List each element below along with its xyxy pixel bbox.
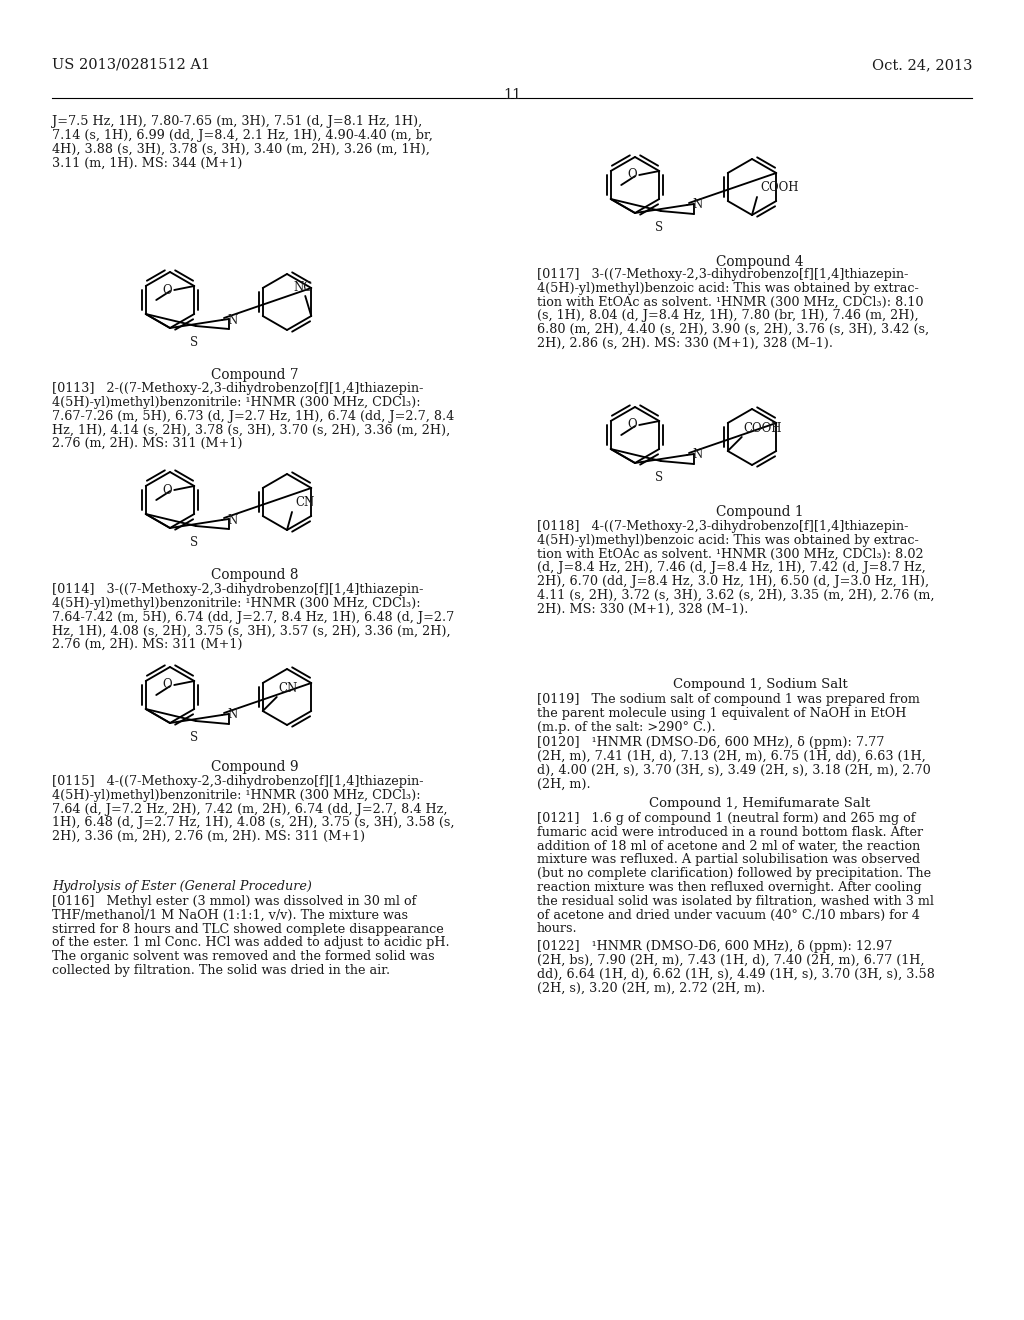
Text: hours.: hours.: [537, 923, 578, 936]
Text: of the ester. 1 ml Conc. HCl was added to adjust to acidic pH.: of the ester. 1 ml Conc. HCl was added t…: [52, 936, 450, 949]
Text: Oct. 24, 2013: Oct. 24, 2013: [871, 58, 972, 73]
Text: 2H), 3.36 (m, 2H), 2.76 (m, 2H). MS: 311 (M+1): 2H), 3.36 (m, 2H), 2.76 (m, 2H). MS: 311…: [52, 830, 366, 843]
Text: Compound 1, Sodium Salt: Compound 1, Sodium Salt: [673, 678, 848, 690]
Text: US 2013/0281512 A1: US 2013/0281512 A1: [52, 58, 210, 73]
Text: dd), 6.64 (1H, d), 6.62 (1H, s), 4.49 (1H, s), 3.70 (3H, s), 3.58: dd), 6.64 (1H, d), 6.62 (1H, s), 4.49 (1…: [537, 968, 935, 981]
Text: 2H). MS: 330 (M+1), 328 (M–1).: 2H). MS: 330 (M+1), 328 (M–1).: [537, 603, 749, 616]
Text: (2H, bs), 7.90 (2H, m), 7.43 (1H, d), 7.40 (2H, m), 6.77 (1H,: (2H, bs), 7.90 (2H, m), 7.43 (1H, d), 7.…: [537, 954, 925, 966]
Text: S: S: [654, 471, 663, 484]
Text: S: S: [654, 220, 663, 234]
Text: 4(5H)-yl)methyl)benzoic acid: This was obtained by extrac-: 4(5H)-yl)methyl)benzoic acid: This was o…: [537, 281, 919, 294]
Text: S: S: [189, 337, 198, 348]
Text: S: S: [189, 536, 198, 549]
Text: N: N: [227, 709, 238, 722]
Text: 4H), 3.88 (s, 3H), 3.78 (s, 3H), 3.40 (m, 2H), 3.26 (m, 1H),: 4H), 3.88 (s, 3H), 3.78 (s, 3H), 3.40 (m…: [52, 143, 430, 156]
Text: Hz, 1H), 4.14 (s, 2H), 3.78 (s, 3H), 3.70 (s, 2H), 3.36 (m, 2H),: Hz, 1H), 4.14 (s, 2H), 3.78 (s, 3H), 3.7…: [52, 424, 451, 437]
Text: 4.11 (s, 2H), 3.72 (s, 3H), 3.62 (s, 2H), 3.35 (m, 2H), 2.76 (m,: 4.11 (s, 2H), 3.72 (s, 3H), 3.62 (s, 2H)…: [537, 589, 935, 602]
Text: (s, 1H), 8.04 (d, J=8.4 Hz, 1H), 7.80 (br, 1H), 7.46 (m, 2H),: (s, 1H), 8.04 (d, J=8.4 Hz, 1H), 7.80 (b…: [537, 309, 919, 322]
Text: 7.64-7.42 (m, 5H), 6.74 (dd, J=2.7, 8.4 Hz, 1H), 6.48 (d, J=2.7: 7.64-7.42 (m, 5H), 6.74 (dd, J=2.7, 8.4 …: [52, 611, 455, 623]
Text: CN: CN: [279, 682, 298, 696]
Text: Hz, 1H), 4.08 (s, 2H), 3.75 (s, 3H), 3.57 (s, 2H), 3.36 (m, 2H),: Hz, 1H), 4.08 (s, 2H), 3.75 (s, 3H), 3.5…: [52, 624, 451, 638]
Text: 11: 11: [503, 88, 521, 102]
Text: [0122]   ¹HNMR (DMSO-D6, 600 MHz), δ (ppm): 12.97: [0122] ¹HNMR (DMSO-D6, 600 MHz), δ (ppm)…: [537, 940, 892, 953]
Text: Compound 4: Compound 4: [716, 255, 804, 269]
Text: Compound 1: Compound 1: [716, 506, 804, 519]
Text: (d, J=8.4 Hz, 2H), 7.46 (d, J=8.4 Hz, 1H), 7.42 (d, J=8.7 Hz,: (d, J=8.4 Hz, 2H), 7.46 (d, J=8.4 Hz, 1H…: [537, 561, 926, 574]
Text: O: O: [163, 678, 172, 692]
Text: O: O: [163, 483, 172, 496]
Text: tion with EtOAc as solvent. ¹HNMR (300 MHz, CDCl₃): 8.10: tion with EtOAc as solvent. ¹HNMR (300 M…: [537, 296, 924, 309]
Text: (m.p. of the salt: >290° C.).: (m.p. of the salt: >290° C.).: [537, 721, 716, 734]
Text: COOH: COOH: [760, 181, 799, 194]
Text: 7.14 (s, 1H), 6.99 (dd, J=8.4, 2.1 Hz, 1H), 4.90-4.40 (m, br,: 7.14 (s, 1H), 6.99 (dd, J=8.4, 2.1 Hz, 1…: [52, 129, 433, 141]
Text: Hydrolysis of Ester (General Procedure): Hydrolysis of Ester (General Procedure): [52, 880, 312, 894]
Text: NC: NC: [294, 281, 313, 294]
Text: [0118]   4-((7-Methoxy-2,3-dihydrobenzo[f][1,4]thiazepin-: [0118] 4-((7-Methoxy-2,3-dihydrobenzo[f]…: [537, 520, 908, 533]
Text: [0119]   The sodium salt of compound 1 was prepared from: [0119] The sodium salt of compound 1 was…: [537, 693, 920, 706]
Text: 2H), 6.70 (dd, J=8.4 Hz, 3.0 Hz, 1H), 6.50 (d, J=3.0 Hz, 1H),: 2H), 6.70 (dd, J=8.4 Hz, 3.0 Hz, 1H), 6.…: [537, 576, 929, 589]
Text: O: O: [628, 418, 637, 432]
Text: 4(5H)-yl)methyl)benzonitrile: ¹HNMR (300 MHz, CDCl₃):: 4(5H)-yl)methyl)benzonitrile: ¹HNMR (300…: [52, 396, 421, 409]
Text: (2H, m).: (2H, m).: [537, 777, 591, 791]
Text: N: N: [227, 314, 238, 326]
Text: 2.76 (m, 2H). MS: 311 (M+1): 2.76 (m, 2H). MS: 311 (M+1): [52, 638, 243, 651]
Text: 3.11 (m, 1H). MS: 344 (M+1): 3.11 (m, 1H). MS: 344 (M+1): [52, 156, 243, 169]
Text: fumaric acid were introduced in a round bottom flask. After: fumaric acid were introduced in a round …: [537, 826, 923, 838]
Text: 4(5H)-yl)methyl)benzonitrile: ¹HNMR (300 MHz, CDCl₃):: 4(5H)-yl)methyl)benzonitrile: ¹HNMR (300…: [52, 789, 421, 801]
Text: 4(5H)-yl)methyl)benzoic acid: This was obtained by extrac-: 4(5H)-yl)methyl)benzoic acid: This was o…: [537, 533, 919, 546]
Text: 1H), 6.48 (d, J=2.7 Hz, 1H), 4.08 (s, 2H), 3.75 (s, 3H), 3.58 (s,: 1H), 6.48 (d, J=2.7 Hz, 1H), 4.08 (s, 2H…: [52, 816, 455, 829]
Text: (2H, s), 3.20 (2H, m), 2.72 (2H, m).: (2H, s), 3.20 (2H, m), 2.72 (2H, m).: [537, 981, 765, 994]
Text: [0114]   3-((7-Methoxy-2,3-dihydrobenzo[f][1,4]thiazepin-: [0114] 3-((7-Methoxy-2,3-dihydrobenzo[f]…: [52, 583, 423, 597]
Text: 2H), 2.86 (s, 2H). MS: 330 (M+1), 328 (M–1).: 2H), 2.86 (s, 2H). MS: 330 (M+1), 328 (M…: [537, 337, 833, 350]
Text: collected by filtration. The solid was dried in the air.: collected by filtration. The solid was d…: [52, 964, 390, 977]
Text: Compound 8: Compound 8: [211, 568, 299, 582]
Text: [0116]   Methyl ester (3 mmol) was dissolved in 30 ml of: [0116] Methyl ester (3 mmol) was dissolv…: [52, 895, 417, 908]
Text: of acetone and dried under vacuum (40° C./10 mbars) for 4: of acetone and dried under vacuum (40° C…: [537, 908, 920, 921]
Text: 7.64 (d, J=7.2 Hz, 2H), 7.42 (m, 2H), 6.74 (dd, J=2.7, 8.4 Hz,: 7.64 (d, J=7.2 Hz, 2H), 7.42 (m, 2H), 6.…: [52, 803, 447, 816]
Text: J=7.5 Hz, 1H), 7.80-7.65 (m, 3H), 7.51 (d, J=8.1 Hz, 1H),: J=7.5 Hz, 1H), 7.80-7.65 (m, 3H), 7.51 (…: [52, 115, 422, 128]
Text: 2.76 (m, 2H). MS: 311 (M+1): 2.76 (m, 2H). MS: 311 (M+1): [52, 437, 243, 450]
Text: S: S: [189, 731, 198, 744]
Text: [0117]   3-((7-Methoxy-2,3-dihydrobenzo[f][1,4]thiazepin-: [0117] 3-((7-Methoxy-2,3-dihydrobenzo[f]…: [537, 268, 908, 281]
Text: [0121]   1.6 g of compound 1 (neutral form) and 265 mg of: [0121] 1.6 g of compound 1 (neutral form…: [537, 812, 915, 825]
Text: addition of 18 ml of acetone and 2 ml of water, the reaction: addition of 18 ml of acetone and 2 ml of…: [537, 840, 921, 853]
Text: 4(5H)-yl)methyl)benzonitrile: ¹HNMR (300 MHz, CDCl₃):: 4(5H)-yl)methyl)benzonitrile: ¹HNMR (300…: [52, 597, 421, 610]
Text: Compound 9: Compound 9: [211, 760, 299, 774]
Text: N: N: [692, 449, 702, 462]
Text: (2H, m), 7.41 (1H, d), 7.13 (2H, m), 6.75 (1H, dd), 6.63 (1H,: (2H, m), 7.41 (1H, d), 7.13 (2H, m), 6.7…: [537, 750, 926, 763]
Text: stirred for 8 hours and TLC showed complete disappearance: stirred for 8 hours and TLC showed compl…: [52, 923, 443, 936]
Text: THF/methanol/1 M NaOH (1:1:1, v/v). The mixture was: THF/methanol/1 M NaOH (1:1:1, v/v). The …: [52, 908, 408, 921]
Text: CN: CN: [295, 496, 314, 510]
Text: (but no complete clarification) followed by precipitation. The: (but no complete clarification) followed…: [537, 867, 931, 880]
Text: the parent molecule using 1 equivalent of NaOH in EtOH: the parent molecule using 1 equivalent o…: [537, 706, 906, 719]
Text: 7.67-7.26 (m, 5H), 6.73 (d, J=2.7 Hz, 1H), 6.74 (dd, J=2.7, 8.4: 7.67-7.26 (m, 5H), 6.73 (d, J=2.7 Hz, 1H…: [52, 409, 455, 422]
Text: d), 4.00 (2H, s), 3.70 (3H, s), 3.49 (2H, s), 3.18 (2H, m), 2.70: d), 4.00 (2H, s), 3.70 (3H, s), 3.49 (2H…: [537, 763, 931, 776]
Text: tion with EtOAc as solvent. ¹HNMR (300 MHz, CDCl₃): 8.02: tion with EtOAc as solvent. ¹HNMR (300 M…: [537, 548, 924, 561]
Text: mixture was refluxed. A partial solubilisation was observed: mixture was refluxed. A partial solubili…: [537, 854, 921, 866]
Text: 6.80 (m, 2H), 4.40 (s, 2H), 3.90 (s, 2H), 3.76 (s, 3H), 3.42 (s,: 6.80 (m, 2H), 4.40 (s, 2H), 3.90 (s, 2H)…: [537, 323, 929, 337]
Text: [0113]   2-((7-Methoxy-2,3-dihydrobenzo[f][1,4]thiazepin-: [0113] 2-((7-Methoxy-2,3-dihydrobenzo[f]…: [52, 381, 423, 395]
Text: Compound 1, Hemifumarate Salt: Compound 1, Hemifumarate Salt: [649, 797, 870, 810]
Text: N: N: [227, 513, 238, 527]
Text: [0115]   4-((7-Methoxy-2,3-dihydrobenzo[f][1,4]thiazepin-: [0115] 4-((7-Methoxy-2,3-dihydrobenzo[f]…: [52, 775, 424, 788]
Text: reaction mixture was then refluxed overnight. After cooling: reaction mixture was then refluxed overn…: [537, 880, 922, 894]
Text: [0120]   ¹HNMR (DMSO-D6, 600 MHz), δ (ppm): 7.77: [0120] ¹HNMR (DMSO-D6, 600 MHz), δ (ppm)…: [537, 737, 885, 748]
Text: Compound 7: Compound 7: [211, 368, 299, 381]
Text: N: N: [692, 198, 702, 211]
Text: The organic solvent was removed and the formed solid was: The organic solvent was removed and the …: [52, 950, 434, 964]
Text: the residual solid was isolated by filtration, washed with 3 ml: the residual solid was isolated by filtr…: [537, 895, 934, 908]
Text: O: O: [628, 169, 637, 181]
Text: COOH: COOH: [743, 422, 782, 436]
Text: O: O: [163, 284, 172, 297]
